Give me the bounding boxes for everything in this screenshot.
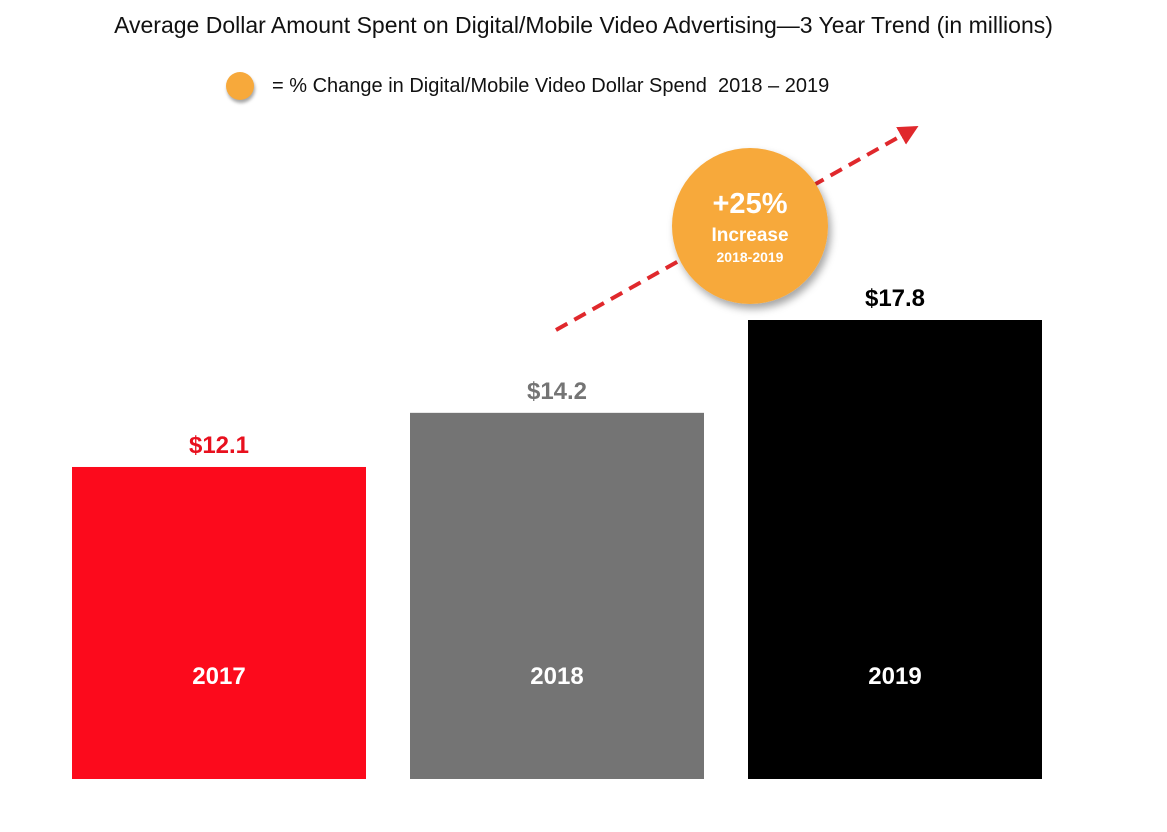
- chart-title: Average Dollar Amount Spent on Digital/M…: [114, 12, 1053, 38]
- increase-badge-label: Increase: [711, 225, 788, 246]
- value-label-2019: $17.8: [865, 285, 925, 312]
- category-label-2017: 2017: [192, 663, 245, 690]
- bar-2019: [748, 320, 1042, 779]
- increase-badge-circle: [672, 148, 828, 304]
- category-label-2018: 2018: [530, 663, 583, 690]
- bar-2017: [72, 466, 366, 779]
- category-label-2019: 2019: [868, 663, 921, 690]
- increase-badge-value: +25%: [713, 188, 788, 220]
- legend: = % Change in Digital/Mobile Video Dolla…: [226, 70, 829, 102]
- increase-badge-period: 2018-2019: [717, 249, 784, 265]
- value-label-2018: $14.2: [527, 378, 587, 405]
- value-label-2017: $12.1: [189, 432, 249, 459]
- bars-layer: $12.1 2017 $14.2 2018 $17.8 2019: [72, 285, 1042, 779]
- trend-arrow: [555, 126, 919, 332]
- increase-badge: +25% Increase 2018-2019: [672, 148, 828, 304]
- legend-text: = % Change in Digital/Mobile Video Dolla…: [272, 74, 830, 97]
- legend-marker-icon: [226, 72, 254, 100]
- bar-2018: [410, 412, 704, 779]
